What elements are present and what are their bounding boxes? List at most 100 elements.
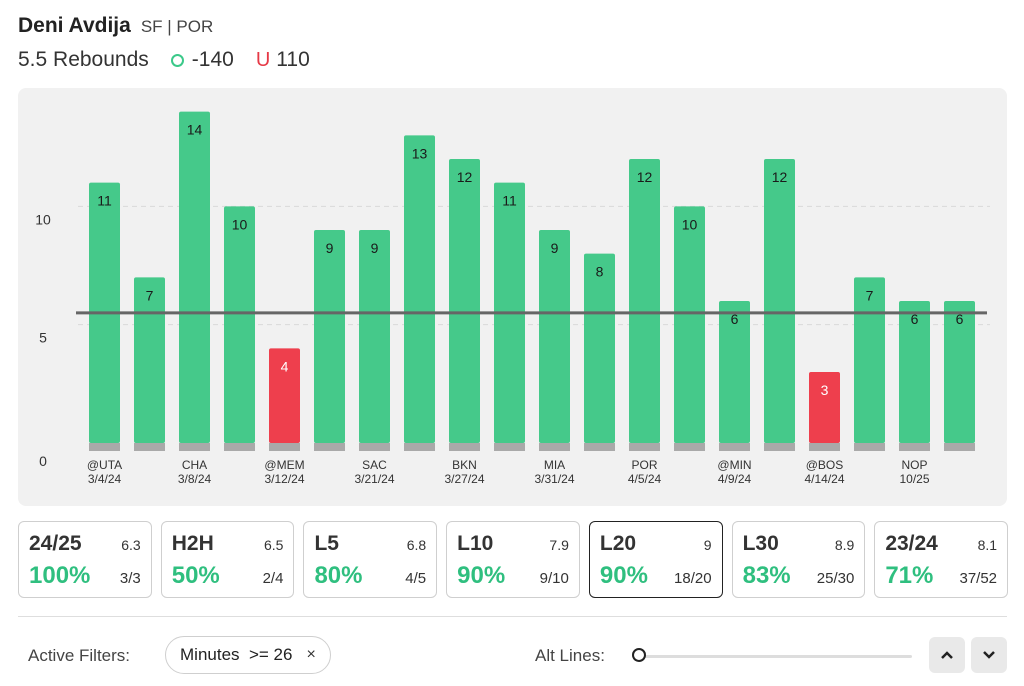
- bar-value-label: 3: [821, 382, 829, 398]
- bar: [449, 159, 480, 443]
- minutes-filter-chip[interactable]: Minutes >= 26 ×: [165, 636, 331, 674]
- split-hit-rate: 71%: [885, 562, 934, 589]
- bar-base: [899, 443, 930, 451]
- bar-base: [494, 443, 525, 451]
- bar-value-label: 9: [371, 240, 379, 256]
- bar: [629, 159, 660, 443]
- x-tick-opponent: @MEM: [264, 458, 304, 472]
- bar: [584, 253, 615, 443]
- split-hit-rate: 80%: [314, 562, 363, 589]
- x-tick-date: 4/14/24: [804, 472, 844, 486]
- splits-row: 24/25 6.3 100% 3/3 H2H 6.5 50% 2/4 L5 6.8 80% 4/5 L1…: [18, 521, 1009, 598]
- player-team: SF | POR: [140, 17, 214, 36]
- split-card-l10[interactable]: L10 7.9 90% 9/10: [446, 521, 580, 598]
- x-tick-date: 4/5/24: [628, 472, 662, 486]
- split-count: 4/5: [405, 570, 427, 587]
- bar: [179, 111, 210, 444]
- x-tick-date: 3/31/24: [534, 472, 574, 486]
- bar-base: [674, 443, 705, 451]
- bar-value-label: 9: [551, 240, 559, 256]
- bar: [359, 230, 390, 443]
- x-tick-date: 4/9/24: [718, 472, 752, 486]
- split-label: L10: [457, 532, 494, 555]
- bar-value-label: 6: [956, 311, 964, 327]
- active-filters-label: Active Filters:: [28, 646, 131, 665]
- under-icon: U: [255, 48, 271, 71]
- bar: [719, 301, 750, 443]
- split-average: 8.1: [977, 537, 998, 553]
- bar-base: [134, 443, 165, 451]
- chart-panel: 0 5 10 11 7 14 10 4 9 9 13 12 11 9 8 12 10 6 12 3 7 6 6 @UTA 3/4…: [18, 88, 1007, 506]
- x-tick-date: 3/21/24: [354, 472, 394, 486]
- split-average: 9: [703, 537, 712, 553]
- bar-value-label: 14: [187, 122, 203, 138]
- bar-value-label: 12: [637, 169, 653, 185]
- bar: [764, 159, 795, 443]
- split-count: 25/30: [816, 570, 855, 587]
- split-card-l30[interactable]: L30 8.9 83% 25/30: [731, 521, 866, 598]
- split-label: H2H: [171, 532, 214, 555]
- split-average: 7.9: [549, 537, 569, 553]
- split-card-2324[interactable]: 23/24 8.1 71% 37/52: [874, 521, 1009, 598]
- bar: [539, 230, 570, 443]
- bar: [224, 206, 255, 443]
- bar-value-label: 11: [97, 193, 112, 209]
- x-tick-date: 3/27/24: [444, 472, 484, 486]
- bar-base: [629, 443, 660, 451]
- alt-lines-slider-track[interactable]: [640, 655, 912, 658]
- bar-value-label: 8: [596, 264, 604, 280]
- line-up-button[interactable]: [929, 637, 965, 673]
- alt-lines-slider-thumb[interactable]: [632, 648, 646, 662]
- bar-base: [314, 443, 345, 451]
- line-down-button[interactable]: [971, 637, 1007, 673]
- split-card-l20[interactable]: L20 9 90% 18/20: [588, 521, 723, 598]
- over-icon: [170, 53, 184, 67]
- filter-chip-label: Minutes >= 26: [180, 645, 293, 664]
- split-card-h2h[interactable]: H2H 6.5 50% 2/4: [160, 521, 295, 598]
- bar-value-label: 12: [772, 169, 788, 185]
- bar-base: [539, 443, 570, 451]
- x-tick-opponent: POR: [631, 458, 657, 472]
- player-header: Deni Avdija SF | POR 5.5 Rebounds -140 U…: [18, 14, 332, 72]
- divider: [18, 616, 1007, 617]
- close-icon[interactable]: ×: [306, 646, 316, 663]
- split-average: 8.9: [834, 537, 855, 553]
- bar-base: [854, 443, 885, 451]
- prop-label: 5.5 Rebounds: [18, 48, 149, 71]
- chevron-down-icon: [983, 651, 995, 659]
- bar-value-label: 7: [146, 287, 154, 303]
- bar: [854, 277, 885, 443]
- bar: [899, 301, 930, 443]
- bar-base: [404, 443, 435, 451]
- x-tick-opponent: BKN: [452, 458, 477, 472]
- split-hit-rate: 90%: [599, 562, 648, 589]
- bar-base: [719, 443, 750, 451]
- bar-base: [764, 443, 795, 451]
- bar: [944, 301, 975, 443]
- y-tick-label: 0: [39, 453, 47, 469]
- bar-base: [269, 443, 300, 451]
- split-card-l5[interactable]: L5 6.8 80% 4/5: [303, 521, 438, 598]
- bar-value-label: 10: [232, 216, 248, 232]
- bar-value-label: 13: [412, 145, 428, 161]
- bar: [314, 230, 345, 443]
- split-label: L30: [742, 532, 779, 555]
- bar: [404, 135, 435, 444]
- split-card-2425[interactable]: 24/25 6.3 100% 3/3: [18, 521, 152, 598]
- split-average: 6.8: [406, 537, 427, 553]
- rebounds-bar-chart: 0 5 10 11 7 14 10 4 9 9 13 12 11 9 8 12 10 6 12 3 7 6 6 @UTA3/4…: [35, 111, 990, 486]
- bar-value-label: 10: [682, 216, 698, 232]
- x-tick-opponent: NOP: [901, 458, 927, 472]
- split-label: 23/24: [885, 532, 938, 555]
- bar-value-label: 11: [502, 193, 517, 209]
- bar-value-label: 4: [281, 358, 289, 374]
- split-average: 6.3: [121, 537, 141, 553]
- x-tick-opponent: SAC: [362, 458, 387, 472]
- bar-base: [179, 443, 210, 451]
- player-name: Deni Avdija: [18, 14, 131, 37]
- split-label: L5: [314, 532, 339, 555]
- under-odds: 110: [276, 48, 310, 71]
- x-tick-opponent: @UTA: [87, 458, 122, 472]
- split-label: L20: [599, 532, 637, 555]
- x-tick-opponent: CHA: [182, 458, 207, 472]
